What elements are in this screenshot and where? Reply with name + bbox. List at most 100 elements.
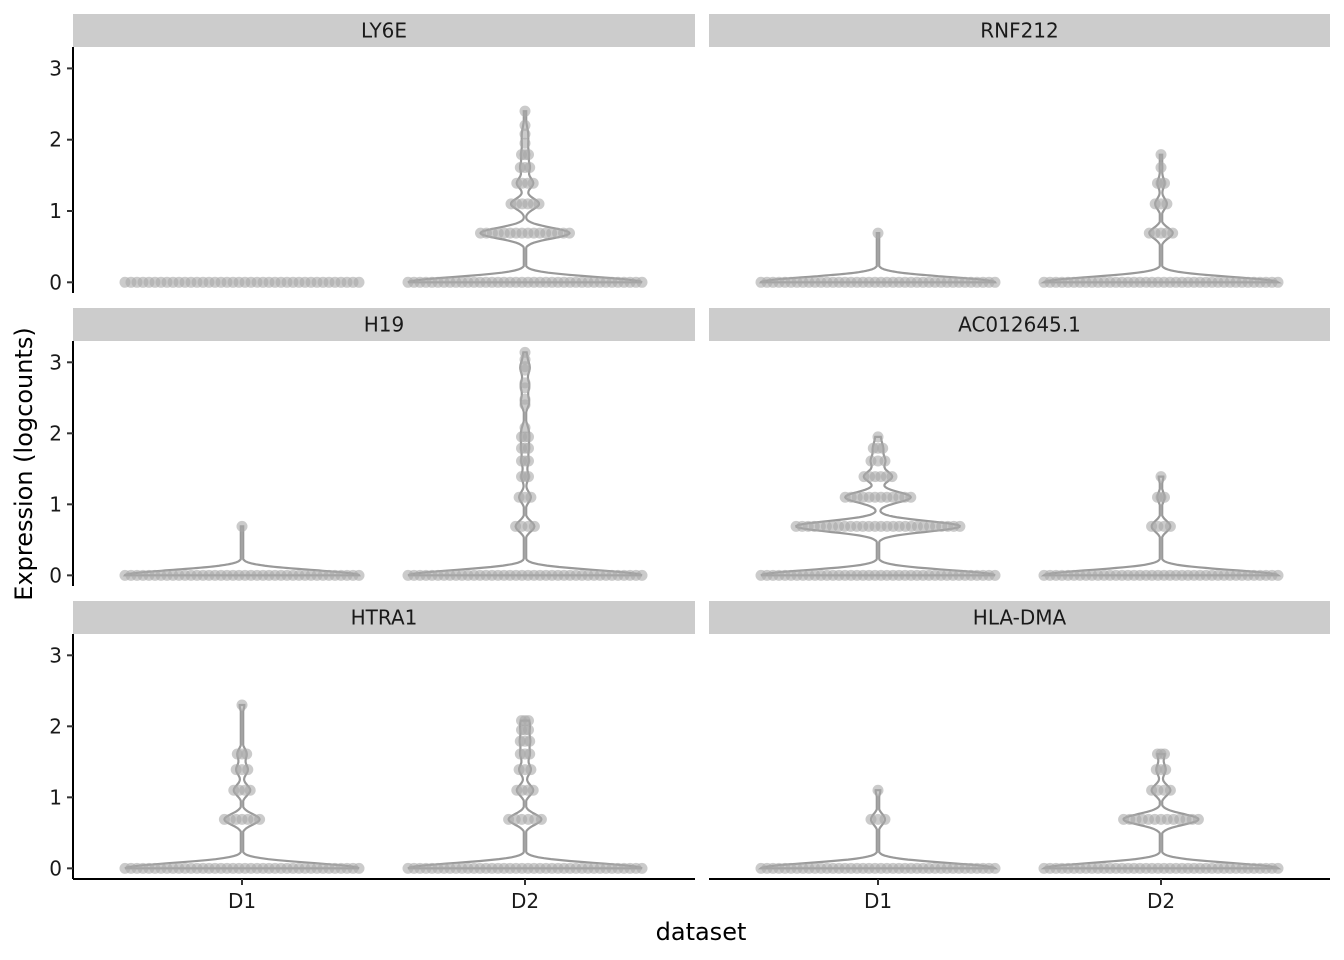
data-point [989, 569, 1001, 581]
y-tick-label: 0 [49, 270, 62, 294]
data-point [523, 431, 534, 443]
data-point [527, 784, 539, 796]
data-point [519, 119, 531, 131]
data-point [527, 177, 539, 189]
data-point [564, 227, 575, 239]
data-point [533, 198, 545, 210]
facet-strip-label: RNF212 [980, 19, 1059, 43]
data-point [519, 105, 531, 117]
y-tick-label: 1 [49, 785, 62, 809]
data-point [523, 471, 534, 483]
data-point [1155, 471, 1167, 483]
data-point [1155, 162, 1167, 174]
data-point [877, 442, 889, 454]
y-axis-title: Expression (logcounts) [10, 327, 38, 600]
data-point [636, 862, 648, 874]
data-point [1192, 813, 1204, 825]
data-point [524, 735, 536, 747]
facet-panel-1: LY6E 0 1 2 3 [49, 14, 695, 294]
data-point [636, 569, 648, 581]
data-point [1164, 520, 1176, 532]
facet-panel-4: AC012645.1 [709, 308, 1330, 581]
data-point [519, 377, 531, 389]
data-point [254, 813, 266, 825]
y-tick-label: 1 [49, 492, 62, 516]
facet-strip-label: HLA-DMA [973, 606, 1067, 630]
data-point [523, 715, 534, 727]
data-point [353, 862, 365, 874]
facet-strip [73, 14, 695, 47]
data-point [519, 393, 531, 405]
data-point [236, 699, 248, 711]
facet-strip-label: HTRA1 [351, 606, 418, 630]
y-tick-label: 1 [49, 199, 62, 223]
y-tick-label: 2 [49, 128, 62, 152]
data-point [1155, 149, 1167, 161]
facet-panel-5: HTRA1 0 1 2 3 D1 D2 [49, 601, 695, 913]
x-tick-label: D2 [511, 889, 539, 913]
facet-panel-6: HLA-DMA D1 D2 [709, 601, 1330, 913]
data-point [636, 276, 648, 288]
data-point [1164, 784, 1176, 796]
data-point [525, 491, 537, 503]
facet-strip [73, 601, 695, 634]
facet-panels: LY6E 0 1 2 3 RNF212 H19 0 1 2 3 AC012645.1 HTRA1 0 1 2 3… [49, 14, 1330, 913]
x-axis-title: dataset [656, 918, 747, 946]
data-point [524, 162, 536, 174]
x-tick-label: D1 [228, 889, 256, 913]
x-tick-label: D1 [864, 889, 892, 913]
data-point [879, 813, 891, 825]
data-point [242, 764, 254, 776]
y-tick-label: 3 [49, 350, 62, 374]
y-tick-label: 3 [49, 56, 62, 80]
data-point [523, 455, 534, 467]
facet-strip [709, 308, 1330, 341]
data-point [1272, 862, 1284, 874]
data-point [1272, 569, 1284, 581]
violin-d1 [122, 525, 362, 577]
data-point [353, 569, 365, 581]
y-tick-label: 0 [49, 856, 62, 880]
facet-strip [73, 308, 695, 341]
facet-strip [709, 601, 1330, 634]
facet-strip [709, 14, 1330, 47]
data-point [244, 784, 256, 796]
data-point [1161, 198, 1173, 210]
y-tick-label: 2 [49, 714, 62, 738]
y-tick-label: 3 [49, 643, 62, 667]
data-point [879, 455, 891, 467]
data-point [872, 431, 884, 443]
data-point [886, 471, 898, 483]
data-point [535, 813, 547, 825]
data-point [989, 862, 1001, 874]
data-point [519, 422, 531, 434]
facet-strip-label: LY6E [361, 19, 407, 43]
x-tick-label: D2 [1147, 889, 1175, 913]
data-point [519, 128, 531, 140]
data-point [525, 764, 537, 776]
facet-strip-label: AC012645.1 [958, 313, 1081, 337]
data-point [236, 520, 248, 532]
data-point [519, 346, 531, 358]
data-point [1160, 764, 1172, 776]
violin-d2 [1040, 153, 1282, 284]
data-point [1272, 276, 1284, 288]
facet-strip-label: H19 [364, 313, 405, 337]
data-point [528, 520, 540, 532]
data-point [954, 520, 966, 532]
data-point [1159, 177, 1170, 189]
data-point [241, 748, 253, 760]
data-point [1159, 748, 1170, 760]
data-point [1159, 491, 1170, 503]
data-point [1167, 227, 1179, 239]
data-point [523, 442, 534, 454]
y-tick-label: 0 [49, 563, 62, 587]
facet-panel-3: H19 0 1 2 3 [49, 308, 695, 587]
data-point [872, 784, 884, 796]
data-point [523, 724, 534, 736]
data-point [523, 149, 534, 161]
y-tick-label: 2 [49, 421, 62, 445]
violin-d1 [758, 232, 998, 284]
data-point [905, 491, 917, 503]
